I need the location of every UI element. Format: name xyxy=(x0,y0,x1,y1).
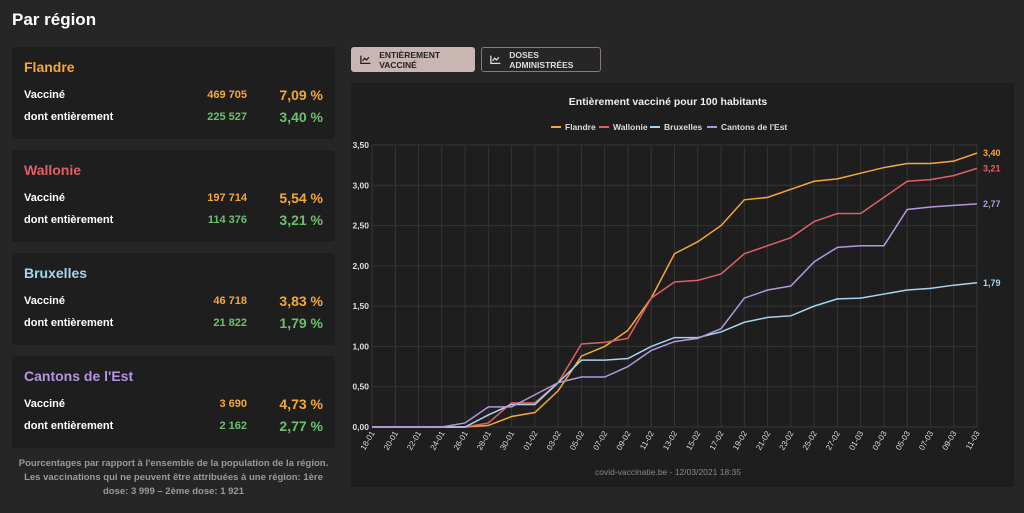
y-tick-label: 0,00 xyxy=(352,422,369,432)
region-card: Cantons de l'Est Vacciné 3 690 4,73 % do… xyxy=(12,356,335,448)
tab-label: DOSES ADMINISTRÉES xyxy=(509,49,574,70)
vaccinated-percent: 3,83 % xyxy=(279,293,323,309)
series-end-label: 1,79 xyxy=(983,278,1001,288)
fully-vaccinated-label: dont entièrement xyxy=(24,317,114,329)
vaccinated-percent: 7,09 % xyxy=(279,87,323,103)
x-tick-label: 18-01 xyxy=(359,429,377,452)
x-tick-label: 05-03 xyxy=(894,429,912,452)
y-tick-label: 1,00 xyxy=(352,341,369,351)
fully-vaccinated-row: dont entièrement 2 162 2,77 % xyxy=(24,418,323,434)
vaccinated-count: 46 718 xyxy=(213,295,247,307)
vaccinated-label: Vacciné xyxy=(24,89,65,101)
vaccinated-label: Vacciné xyxy=(24,295,65,307)
x-tick-label: 19-02 xyxy=(731,429,749,452)
fully-vaccinated-row: dont entièrement 114 376 3,21 % xyxy=(24,212,323,228)
vaccinated-row: Vacciné 46 718 3,83 % xyxy=(24,293,323,309)
x-tick-label: 09-03 xyxy=(940,429,958,452)
fully-vaccinated-label: dont entièrement xyxy=(24,111,114,123)
x-tick-label: 13-02 xyxy=(661,429,679,452)
vaccinated-count: 197 714 xyxy=(207,192,247,204)
fully-vaccinated-percent: 3,21 % xyxy=(279,212,323,228)
x-tick-label: 17-02 xyxy=(708,429,726,452)
x-tick-label: 23-02 xyxy=(778,429,796,452)
series-end-label: 3,40 xyxy=(983,148,1001,158)
fully-vaccinated-row: dont entièrement 225 527 3,40 % xyxy=(24,109,323,125)
legend-item[interactable]: Flandre xyxy=(551,122,596,132)
chart-source: covid-vaccinatie.be - 12/03/2021 18:35 xyxy=(595,467,741,477)
legend-label: Cantons de l'Est xyxy=(721,122,787,132)
x-tick-label: 21-02 xyxy=(754,429,772,452)
fully-vaccinated-label: dont entièrement xyxy=(24,214,114,226)
fully-vaccinated-percent: 2,77 % xyxy=(279,418,323,434)
x-tick-label: 11-03 xyxy=(964,429,982,451)
legend-label: Wallonie xyxy=(613,122,648,132)
tab-fully-vaccinated[interactable]: ENTIÈREMENT VACCINÉ xyxy=(351,47,475,72)
fully-vaccinated-percent: 1,79 % xyxy=(279,315,323,331)
region-card: Wallonie Vacciné 197 714 5,54 % dont ent… xyxy=(12,150,335,242)
region-name: Wallonie xyxy=(24,162,82,178)
vaccinated-label: Vacciné xyxy=(24,192,65,204)
x-tick-label: 22-01 xyxy=(405,429,423,452)
y-tick-label: 3,00 xyxy=(352,180,369,190)
vaccinated-row: Vacciné 3 690 4,73 % xyxy=(24,396,323,412)
x-tick-label: 07-02 xyxy=(591,429,609,452)
vaccinated-count: 3 690 xyxy=(219,398,247,410)
vaccinated-label: Vacciné xyxy=(24,398,65,410)
fully-vaccinated-count: 21 822 xyxy=(213,317,247,329)
y-tick-label: 2,50 xyxy=(352,221,369,231)
fully-vaccinated-label: dont entièrement xyxy=(24,420,114,432)
tab-label: ENTIÈREMENT VACCINÉ xyxy=(379,49,441,70)
fully-vaccinated-count: 114 376 xyxy=(207,214,247,226)
x-tick-label: 07-03 xyxy=(917,429,935,452)
region-card: Bruxelles Vacciné 46 718 3,83 % dont ent… xyxy=(12,253,335,345)
vaccinated-row: Vacciné 197 714 5,54 % xyxy=(24,190,323,206)
x-tick-label: 28-01 xyxy=(475,429,493,452)
vaccinated-count: 469 705 xyxy=(207,89,247,101)
region-name: Cantons de l'Est xyxy=(24,368,134,384)
y-tick-label: 0,50 xyxy=(352,382,369,392)
x-tick-label: 03-03 xyxy=(871,429,889,452)
chart-title: Entièrement vacciné pour 100 habitants xyxy=(569,96,768,108)
region-name: Bruxelles xyxy=(24,265,88,281)
x-tick-label: 15-02 xyxy=(684,429,702,452)
legend-item[interactable]: Bruxelles xyxy=(650,122,703,132)
y-tick-label: 2,00 xyxy=(352,261,369,271)
series-end-label: 3,21 xyxy=(983,163,1001,173)
vaccinated-percent: 4,73 % xyxy=(279,396,323,412)
x-tick-label: 26-01 xyxy=(452,429,470,452)
x-tick-label: 05-02 xyxy=(568,429,586,452)
legend-label: Flandre xyxy=(565,122,596,132)
vaccinated-row: Vacciné 469 705 7,09 % xyxy=(24,87,323,103)
chart-line-icon xyxy=(360,55,371,65)
legend-label: Bruxelles xyxy=(664,122,703,132)
series-end-label: 2,77 xyxy=(983,199,1001,209)
x-tick-label: 27-02 xyxy=(824,429,842,452)
fully-vaccinated-row: dont entièrement 21 822 1,79 % xyxy=(24,315,323,331)
legend-item[interactable]: Wallonie xyxy=(599,122,648,132)
vaccinated-percent: 5,54 % xyxy=(279,190,323,206)
x-tick-label: 01-03 xyxy=(847,429,865,452)
line-chart: Entièrement vacciné pour 100 habitants Fl… xyxy=(352,96,1001,477)
x-tick-label: 03-02 xyxy=(545,429,563,452)
x-tick-label: 11-02 xyxy=(638,429,656,451)
legend-item[interactable]: Cantons de l'Est xyxy=(707,122,787,132)
x-tick-label: 25-02 xyxy=(801,429,819,452)
x-tick-label: 30-01 xyxy=(498,429,516,452)
page-title: Par région xyxy=(12,10,97,29)
x-tick-label: 01-02 xyxy=(522,429,540,452)
chart-panel: Entièrement vacciné pour 100 habitants Fl… xyxy=(351,83,1014,487)
fully-vaccinated-count: 2 162 xyxy=(219,420,247,432)
region-name: Flandre xyxy=(24,59,75,75)
fully-vaccinated-count: 225 527 xyxy=(207,111,247,123)
x-tick-label: 09-02 xyxy=(615,429,633,452)
chart-line-icon xyxy=(490,55,501,65)
region-card: Flandre Vacciné 469 705 7,09 % dont enti… xyxy=(12,47,335,139)
y-tick-label: 3,50 xyxy=(352,140,369,150)
y-tick-label: 1,50 xyxy=(352,301,369,311)
fully-vaccinated-percent: 3,40 % xyxy=(279,109,323,125)
x-tick-label: 20-01 xyxy=(382,429,400,452)
tab-doses-administered[interactable]: DOSES ADMINISTRÉES xyxy=(481,47,601,72)
x-tick-label: 24-01 xyxy=(429,429,447,452)
footnote: Pourcentages par rapport à l'ensemble de… xyxy=(18,458,329,497)
